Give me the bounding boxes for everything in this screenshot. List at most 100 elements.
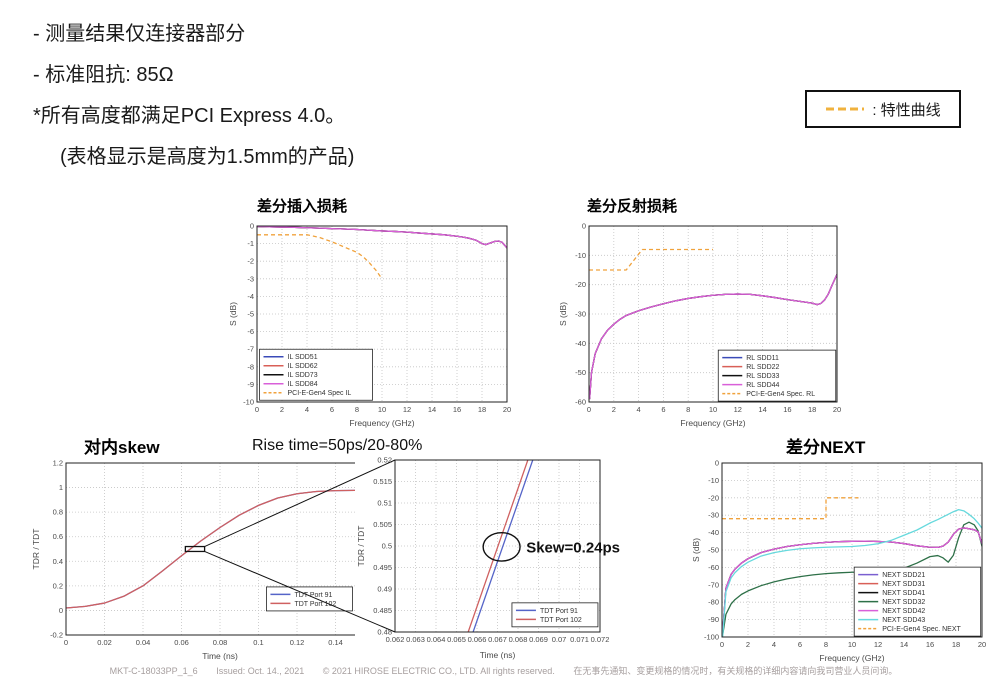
svg-text:-6: -6 bbox=[247, 327, 254, 336]
svg-text:-9: -9 bbox=[247, 380, 254, 389]
svg-text:-100: -100 bbox=[704, 633, 719, 642]
svg-text:10: 10 bbox=[709, 405, 717, 414]
svg-text:0: 0 bbox=[64, 638, 68, 647]
chart-skew-zoom-detail: 0.062 0.063 0.064 0.065 0.066 0.067 0.068 0.069… bbox=[355, 452, 620, 664]
svg-text:8: 8 bbox=[355, 405, 359, 414]
svg-text:6: 6 bbox=[798, 640, 802, 649]
svg-text:0.064: 0.064 bbox=[427, 635, 446, 644]
svg-text:0: 0 bbox=[715, 459, 719, 468]
svg-text:TDT Port 91: TDT Port 91 bbox=[540, 608, 578, 615]
svg-text:12: 12 bbox=[403, 405, 411, 414]
svg-text:0.2: 0.2 bbox=[53, 581, 63, 590]
svg-text:0: 0 bbox=[582, 222, 586, 231]
svg-text:Skew=0.24ps: Skew=0.24ps bbox=[526, 539, 620, 556]
svg-text:RL SDD44: RL SDD44 bbox=[746, 382, 779, 389]
svg-text:TDR / TDT: TDR / TDT bbox=[31, 529, 41, 570]
svg-text:-8: -8 bbox=[247, 362, 254, 371]
svg-text:0.072: 0.072 bbox=[591, 635, 610, 644]
svg-text:1: 1 bbox=[59, 483, 63, 492]
svg-text:Frequency (GHz): Frequency (GHz) bbox=[819, 653, 884, 663]
svg-text:0.5: 0.5 bbox=[382, 542, 392, 551]
svg-text:IL SDD62: IL SDD62 bbox=[288, 363, 318, 370]
svg-text:8: 8 bbox=[686, 405, 690, 414]
svg-text:0.12: 0.12 bbox=[290, 638, 305, 647]
svg-text:0.485: 0.485 bbox=[373, 606, 392, 615]
footer-notice: 在无事先通知、变更规格的情况时，有关规格的详细内容请向我司营业人员问询。 bbox=[573, 666, 898, 676]
svg-text:TDT Port 102: TDT Port 102 bbox=[294, 601, 336, 608]
svg-text:Frequency (GHz): Frequency (GHz) bbox=[680, 418, 745, 428]
svg-text:20: 20 bbox=[833, 405, 841, 414]
note-impedance: - 标准阻抗: 85Ω bbox=[33, 64, 174, 86]
svg-text:-10: -10 bbox=[575, 251, 586, 260]
chart-title-intra-pair-skew: 对内skew bbox=[84, 438, 160, 457]
svg-text:NEXT SDD42: NEXT SDD42 bbox=[882, 608, 925, 615]
svg-text:IL SDD84: IL SDD84 bbox=[288, 381, 318, 388]
svg-text:-1: -1 bbox=[247, 239, 254, 248]
svg-text:4: 4 bbox=[637, 405, 641, 414]
svg-text:0.515: 0.515 bbox=[373, 477, 392, 486]
svg-text:0: 0 bbox=[720, 640, 724, 649]
svg-text:IL SDD51: IL SDD51 bbox=[288, 354, 318, 361]
footer-issued-date: Issued: Oct. 14., 2021 bbox=[216, 666, 305, 676]
svg-text:0.6: 0.6 bbox=[53, 532, 63, 541]
svg-text:0.1: 0.1 bbox=[253, 638, 263, 647]
svg-text:0.52: 0.52 bbox=[377, 456, 392, 465]
footer: MKT-C-18033PP_1_6 Issued: Oct. 14., 2021… bbox=[0, 664, 1007, 677]
svg-text:0.069: 0.069 bbox=[529, 635, 548, 644]
svg-text:14: 14 bbox=[758, 405, 766, 414]
svg-text:0.14: 0.14 bbox=[328, 638, 343, 647]
svg-text:PCI-E-Gen4 Spec. NEXT: PCI-E-Gen4 Spec. NEXT bbox=[882, 626, 961, 633]
svg-text:18: 18 bbox=[808, 405, 816, 414]
svg-text:-10: -10 bbox=[708, 476, 719, 485]
svg-text:Time (ns): Time (ns) bbox=[480, 650, 516, 660]
svg-text:0.02: 0.02 bbox=[97, 638, 112, 647]
svg-text:2: 2 bbox=[280, 405, 284, 414]
notes-block: - 测量结果仅连接器部分 - 标准阻抗: 85Ω *所有高度都满足PCI Exp… bbox=[33, 24, 354, 188]
svg-text:14: 14 bbox=[428, 405, 436, 414]
chart-differential-return-loss: 0 2 4 6 8 10 12 14 16 18 20 -60 -50 -40 -30 -20 -10 0 Freq… bbox=[557, 218, 849, 432]
svg-text:20: 20 bbox=[503, 405, 511, 414]
svg-text:-50: -50 bbox=[575, 368, 586, 377]
svg-text:-5: -5 bbox=[247, 310, 254, 319]
svg-text:-40: -40 bbox=[575, 339, 586, 348]
svg-text:Frequency (GHz): Frequency (GHz) bbox=[349, 418, 414, 428]
svg-text:0.065: 0.065 bbox=[447, 635, 466, 644]
svg-text:1.2: 1.2 bbox=[53, 459, 63, 468]
svg-text:0: 0 bbox=[255, 405, 259, 414]
svg-text:-80: -80 bbox=[708, 598, 719, 607]
svg-text:TDT Port 91: TDT Port 91 bbox=[294, 592, 332, 599]
svg-text:RL SDD22: RL SDD22 bbox=[746, 364, 779, 371]
note-pcie: *所有高度都满足PCI Express 4.0。 bbox=[33, 105, 346, 127]
svg-text:-3: -3 bbox=[247, 274, 254, 283]
svg-text:-40: -40 bbox=[708, 528, 719, 537]
svg-text:0.07: 0.07 bbox=[552, 635, 567, 644]
svg-text:0.062: 0.062 bbox=[386, 635, 405, 644]
svg-text:6: 6 bbox=[661, 405, 665, 414]
svg-text:0.495: 0.495 bbox=[373, 563, 392, 572]
svg-text:TDT Port 102: TDT Port 102 bbox=[540, 617, 582, 624]
svg-text:8: 8 bbox=[824, 640, 828, 649]
chart-title-return-loss: 差分反射损耗 bbox=[587, 198, 678, 215]
svg-text:6: 6 bbox=[330, 405, 334, 414]
svg-text:IL SDD73: IL SDD73 bbox=[288, 372, 318, 379]
chart-differential-insertion-loss: 0 2 4 6 8 10 12 14 16 18 20 -10 -9 -8 -7 -6 -5 -4 -3 -2 -1 0 F… bbox=[227, 218, 519, 432]
svg-text:S (dB): S (dB) bbox=[558, 302, 568, 326]
svg-text:0.08: 0.08 bbox=[213, 638, 228, 647]
svg-text:20: 20 bbox=[978, 640, 986, 649]
spec-curve-legend-label: : 特性曲线 bbox=[872, 101, 941, 119]
svg-text:2: 2 bbox=[612, 405, 616, 414]
svg-text:0.49: 0.49 bbox=[377, 585, 392, 594]
svg-text:NEXT SDD41: NEXT SDD41 bbox=[882, 590, 925, 597]
svg-text:-10: -10 bbox=[243, 398, 254, 407]
svg-text:-30: -30 bbox=[575, 310, 586, 319]
note-table-height: (表格显示是高度为1.5mm的产品) bbox=[60, 146, 355, 168]
svg-text:10: 10 bbox=[378, 405, 386, 414]
chart-title-insertion-loss: 差分插入损耗 bbox=[257, 198, 348, 215]
svg-text:NEXT SDD31: NEXT SDD31 bbox=[882, 581, 925, 588]
svg-text:18: 18 bbox=[478, 405, 486, 414]
note-measurement: - 测量结果仅连接器部分 bbox=[33, 23, 246, 45]
svg-text:Time (ns): Time (ns) bbox=[202, 651, 238, 661]
svg-text:-90: -90 bbox=[708, 615, 719, 624]
svg-text:0.066: 0.066 bbox=[468, 635, 487, 644]
rise-time-label: Rise time=50ps/20-80% bbox=[252, 437, 423, 454]
